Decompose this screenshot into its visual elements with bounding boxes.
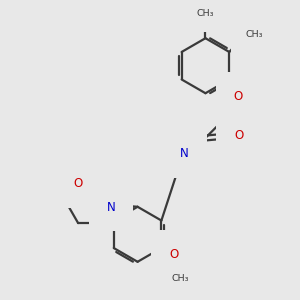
Text: CH₃: CH₃ [245, 30, 263, 39]
Text: N: N [106, 201, 115, 214]
Text: CH₃: CH₃ [171, 274, 189, 283]
Text: O: O [169, 248, 178, 261]
Text: O: O [233, 90, 243, 103]
Text: O: O [234, 129, 243, 142]
Text: H: H [172, 147, 179, 157]
Text: N: N [180, 147, 189, 160]
Text: CH₃: CH₃ [197, 9, 214, 18]
Text: O: O [74, 177, 83, 190]
